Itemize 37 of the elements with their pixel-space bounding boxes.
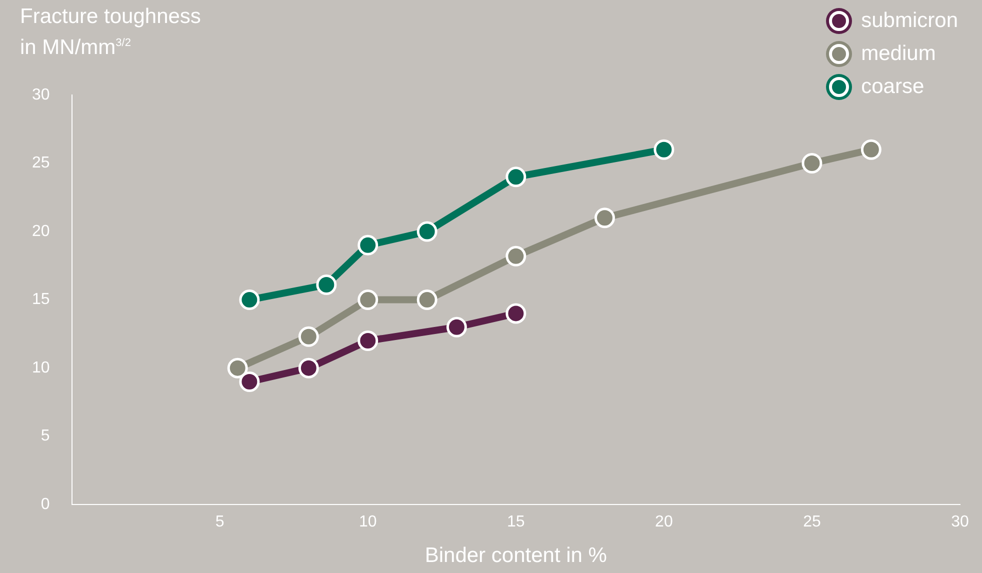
point <box>239 290 260 310</box>
x-tick-label: 25 <box>803 514 821 531</box>
x-tick-label: 15 <box>507 514 525 531</box>
y-tick-label: 15 <box>32 291 50 308</box>
point <box>239 371 260 392</box>
x-tick-label: 30 <box>951 514 969 531</box>
legend-label: submicron <box>861 8 958 32</box>
x-axis-title: Binder content in % <box>424 544 607 568</box>
y-tick-label: 30 <box>32 86 50 104</box>
point <box>227 358 248 378</box>
point <box>298 358 319 378</box>
y-tick-label: 0 <box>40 496 50 514</box>
point <box>298 326 319 347</box>
point <box>446 316 467 338</box>
point <box>506 246 526 266</box>
x-tick-label: 5 <box>215 514 224 531</box>
point <box>506 166 526 188</box>
point <box>416 221 438 242</box>
legend-label: coarse <box>861 74 924 98</box>
y-axis-title: Fracture toughness in MN/mm$^{3/2}$ <box>20 4 201 61</box>
point <box>416 290 438 310</box>
point <box>358 234 378 256</box>
y-tick-label: 5 <box>40 428 50 445</box>
y-tick-label: 20 <box>32 222 50 240</box>
y-tick-label: 10 <box>32 359 50 376</box>
point <box>594 208 615 228</box>
point <box>802 153 822 174</box>
point <box>654 139 674 160</box>
x-tick-label: 10 <box>358 514 377 531</box>
point <box>358 290 378 310</box>
point <box>506 303 526 324</box>
x-tick-label: 20 <box>655 514 673 531</box>
point <box>860 139 882 160</box>
point <box>316 274 337 296</box>
y-tick-label: 25 <box>32 154 50 172</box>
point <box>358 330 378 352</box>
legend-label: medium <box>861 42 936 66</box>
